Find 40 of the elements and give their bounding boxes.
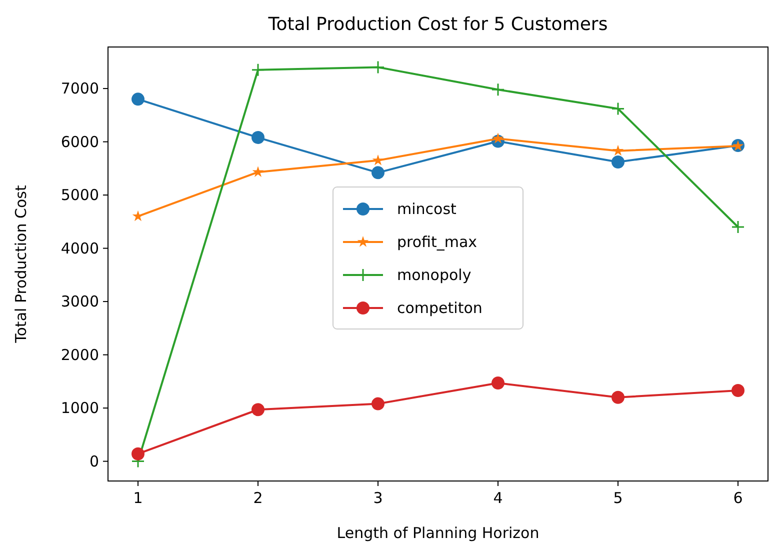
y-tick-label: 3000 <box>60 292 99 311</box>
point <box>372 166 384 180</box>
x-tick-label: 2 <box>253 489 263 507</box>
point <box>732 384 744 397</box>
y-tick-label: 4000 <box>60 239 99 258</box>
point <box>132 92 144 106</box>
point <box>132 447 144 460</box>
point <box>731 220 745 234</box>
legend-label: competiton <box>397 299 482 317</box>
point <box>251 63 265 77</box>
legend-label: monopoly <box>397 266 472 284</box>
point <box>612 144 624 156</box>
y-axis-title: Total Production Cost <box>12 185 30 344</box>
x-tick-label: 6 <box>733 489 743 507</box>
y-tick-label: 5000 <box>60 186 99 204</box>
y-tick-label: 1000 <box>60 399 99 418</box>
legend-label: profit_max <box>397 233 478 251</box>
point <box>491 82 505 96</box>
x-tick-label: 4 <box>493 489 503 507</box>
point <box>492 376 504 390</box>
y-tick-label: 7000 <box>60 80 99 98</box>
point <box>492 132 504 144</box>
point <box>372 154 384 166</box>
chart-title: Total Production Cost for 5 Customers <box>267 14 608 35</box>
point <box>132 210 144 222</box>
point <box>612 156 624 169</box>
y-tick-label: 6000 <box>60 132 99 151</box>
x-axis-title: Length of Planning Horizon <box>336 524 540 542</box>
point <box>252 403 264 416</box>
point <box>611 102 625 116</box>
point <box>372 397 384 410</box>
point <box>252 131 264 144</box>
y-tick-label: 2000 <box>60 346 99 364</box>
x-tick-label: 1 <box>133 489 143 507</box>
legend-label: mincost <box>397 200 457 218</box>
point <box>252 166 264 177</box>
x-tick-label: 3 <box>373 489 383 507</box>
x-tick-label: 5 <box>613 489 623 507</box>
y-tick-label: 0 <box>89 452 99 470</box>
point <box>612 390 624 404</box>
